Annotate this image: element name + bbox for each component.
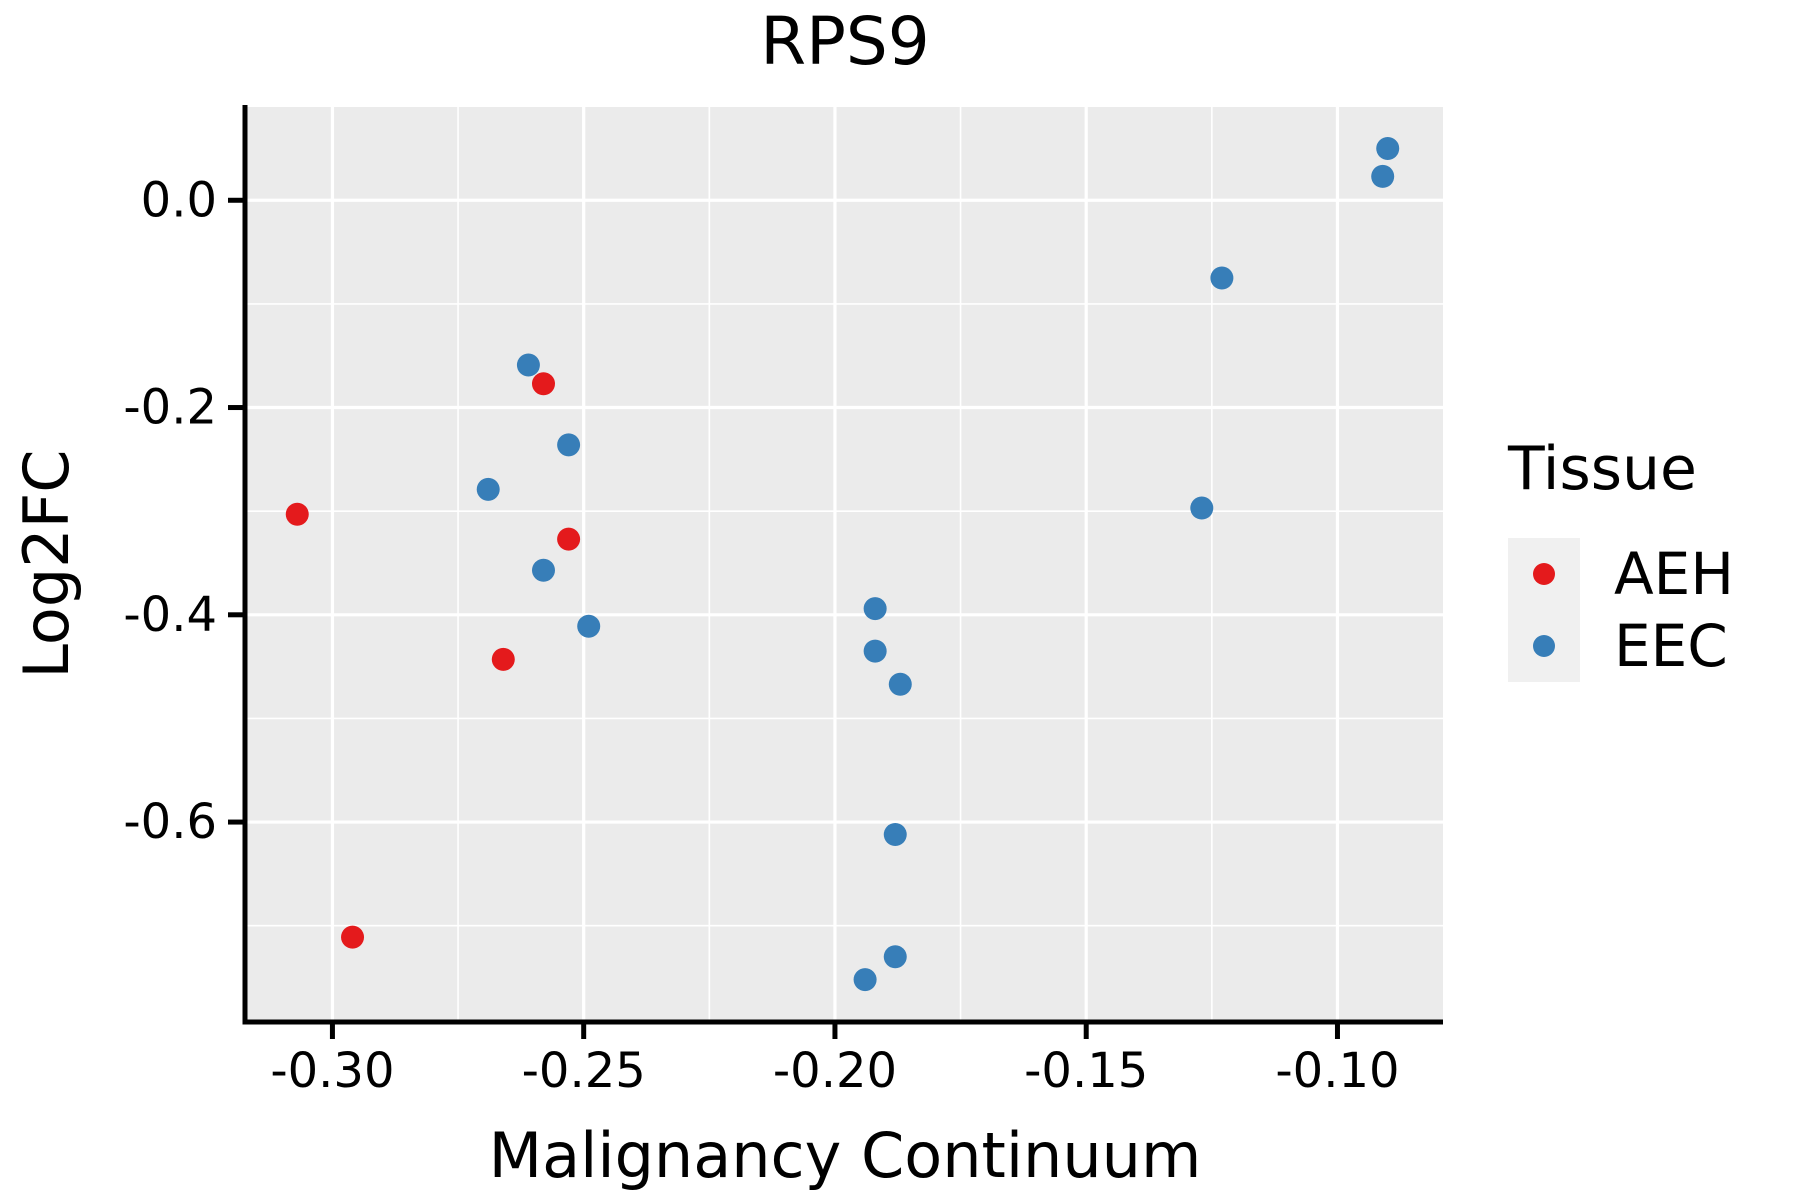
legend-item-aeh: AEH xyxy=(1508,538,1734,610)
y-tick-label: -0.6 xyxy=(123,794,217,850)
data-point-eec xyxy=(1371,164,1395,188)
data-point-eec xyxy=(516,353,540,377)
data-point-eec xyxy=(476,477,500,501)
plot-title: RPS9 xyxy=(760,3,930,80)
data-point-aeh xyxy=(557,527,581,551)
data-point-eec xyxy=(1376,136,1400,160)
aeh-point-icon xyxy=(1533,563,1555,585)
data-point-eec xyxy=(1190,496,1214,520)
x-tick-label: -0.30 xyxy=(270,1043,394,1099)
legend-key-eec xyxy=(1508,610,1580,682)
y-tick-label: -0.4 xyxy=(123,587,217,643)
data-point-aeh xyxy=(341,925,365,949)
legend-label-aeh: AEH xyxy=(1614,540,1734,608)
y-tick-label: 0.0 xyxy=(141,172,217,228)
x-tick-label: -0.25 xyxy=(522,1043,646,1099)
x-tick-label: -0.15 xyxy=(1024,1043,1148,1099)
data-point-eec xyxy=(1210,266,1234,290)
y-tick-label: -0.2 xyxy=(123,380,217,436)
legend-title: Tissue xyxy=(1508,434,1697,504)
data-point-eec xyxy=(883,822,907,846)
data-point-eec xyxy=(853,968,877,992)
data-point-aeh xyxy=(491,647,515,671)
data-point-eec xyxy=(888,672,912,696)
data-point-eec xyxy=(531,558,555,582)
legend: Tissue AEH EEC xyxy=(1508,436,1734,682)
data-point-eec xyxy=(863,639,887,663)
plot-panel xyxy=(247,107,1443,1020)
data-point-eec xyxy=(863,597,887,621)
data-point-eec xyxy=(577,614,601,638)
data-point-aeh xyxy=(285,502,309,526)
data-point-eec xyxy=(557,433,581,457)
eec-point-icon xyxy=(1533,635,1555,657)
legend-label-eec: EEC xyxy=(1614,612,1728,680)
data-point-eec xyxy=(883,945,907,969)
legend-item-eec: EEC xyxy=(1508,610,1734,682)
data-point-aeh xyxy=(531,372,555,396)
x-axis-title: Malignancy Continuum xyxy=(488,1119,1202,1192)
x-tick-label: -0.10 xyxy=(1275,1043,1399,1099)
x-tick-label: -0.20 xyxy=(773,1043,897,1099)
legend-key-aeh xyxy=(1508,538,1580,610)
